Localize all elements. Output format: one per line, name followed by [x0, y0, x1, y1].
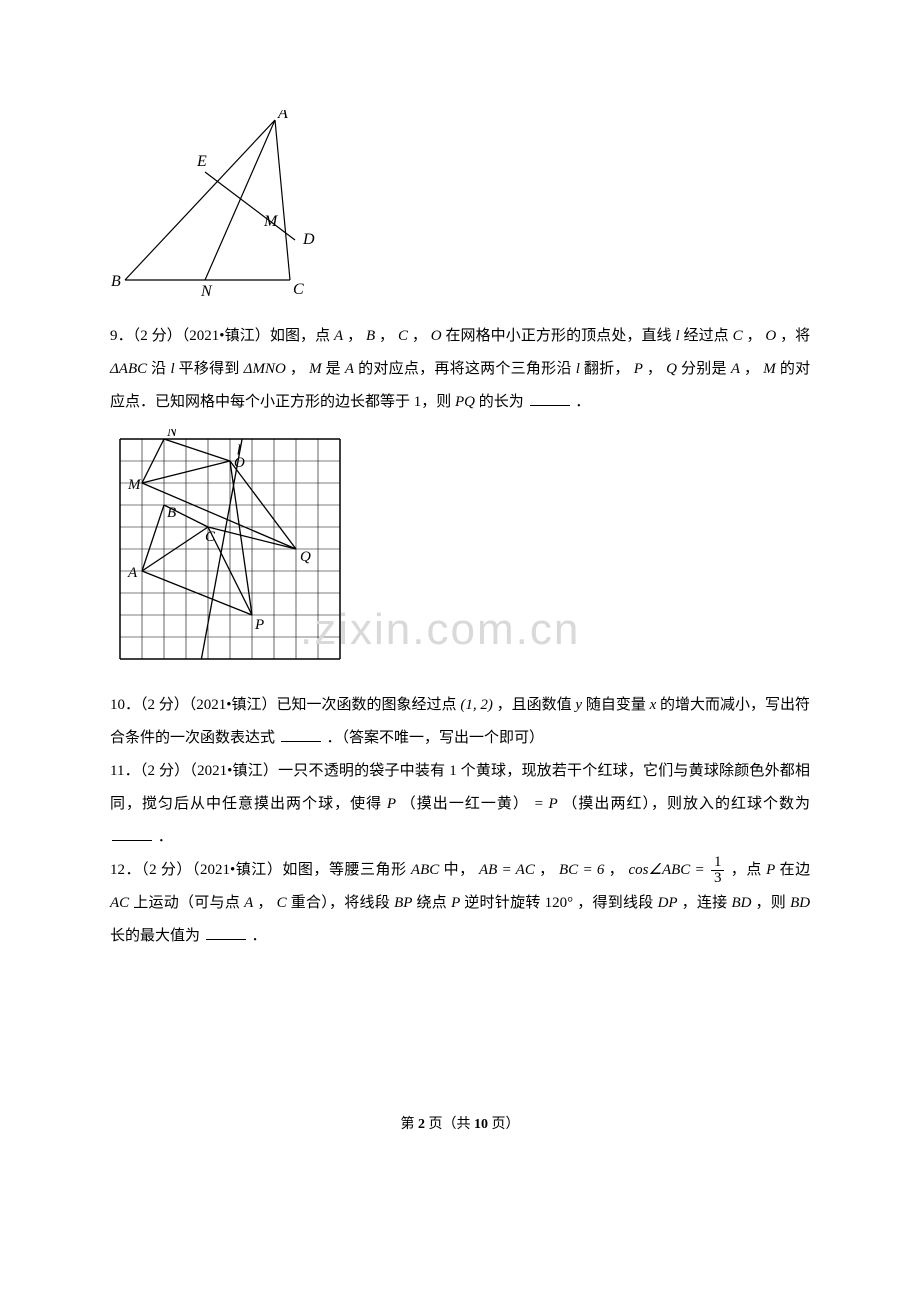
question-10: 10．（2 分）（2021•镇江）已知一次函数的图象经过点 (1, 2) ，且函… — [110, 689, 810, 755]
figure-triangle: A B C N D E M — [110, 110, 810, 300]
answer-blank-q12[interactable] — [206, 924, 246, 940]
svg-text:A: A — [277, 110, 288, 122]
svg-text:A: A — [127, 565, 138, 581]
svg-text:N: N — [166, 429, 178, 440]
page-footer: 第 2 页（共 10 页） — [110, 1113, 810, 1133]
question-12: 12．（2 分）（2021•镇江）如图，等腰三角形 ABC 中， AB = AC… — [110, 854, 810, 953]
answer-blank-q9[interactable] — [530, 390, 570, 406]
triangle-svg: A B C N D E M — [110, 110, 330, 300]
svg-text:N: N — [200, 283, 213, 300]
svg-text:E: E — [196, 153, 207, 170]
svg-text:P: P — [254, 617, 264, 633]
q9-text: 9．（2 分）（2021•镇江）如图，点 — [110, 328, 330, 344]
svg-text:C: C — [205, 529, 216, 545]
fraction-one-third: 1 3 — [711, 855, 725, 886]
svg-text:l: l — [237, 442, 241, 458]
svg-text:B: B — [167, 505, 176, 521]
answer-blank-q10[interactable] — [281, 726, 321, 742]
svg-text:C: C — [293, 281, 304, 298]
figure-grid: NOMBCQAPl — [110, 429, 810, 669]
svg-text:Q: Q — [300, 549, 311, 565]
question-9: 9．（2 分）（2021•镇江）如图，点 A ， B ， C ， O 在网格中小… — [110, 320, 810, 419]
svg-text:D: D — [302, 231, 315, 248]
exam-page: A B C N D E M 9．（2 分）（2021•镇江）如图，点 A ， B ， C ，… — [0, 0, 920, 1193]
question-11: 11．（2 分）（2021•镇江）一只不透明的袋子中装有 1 个黄球，现放若干个… — [110, 755, 810, 854]
svg-text:M: M — [127, 477, 142, 493]
q9-A: A — [334, 328, 343, 344]
grid-svg: NOMBCQAPl — [110, 429, 350, 669]
answer-blank-q11[interactable] — [112, 825, 152, 841]
svg-text:M: M — [263, 213, 279, 230]
svg-text:B: B — [111, 273, 121, 290]
